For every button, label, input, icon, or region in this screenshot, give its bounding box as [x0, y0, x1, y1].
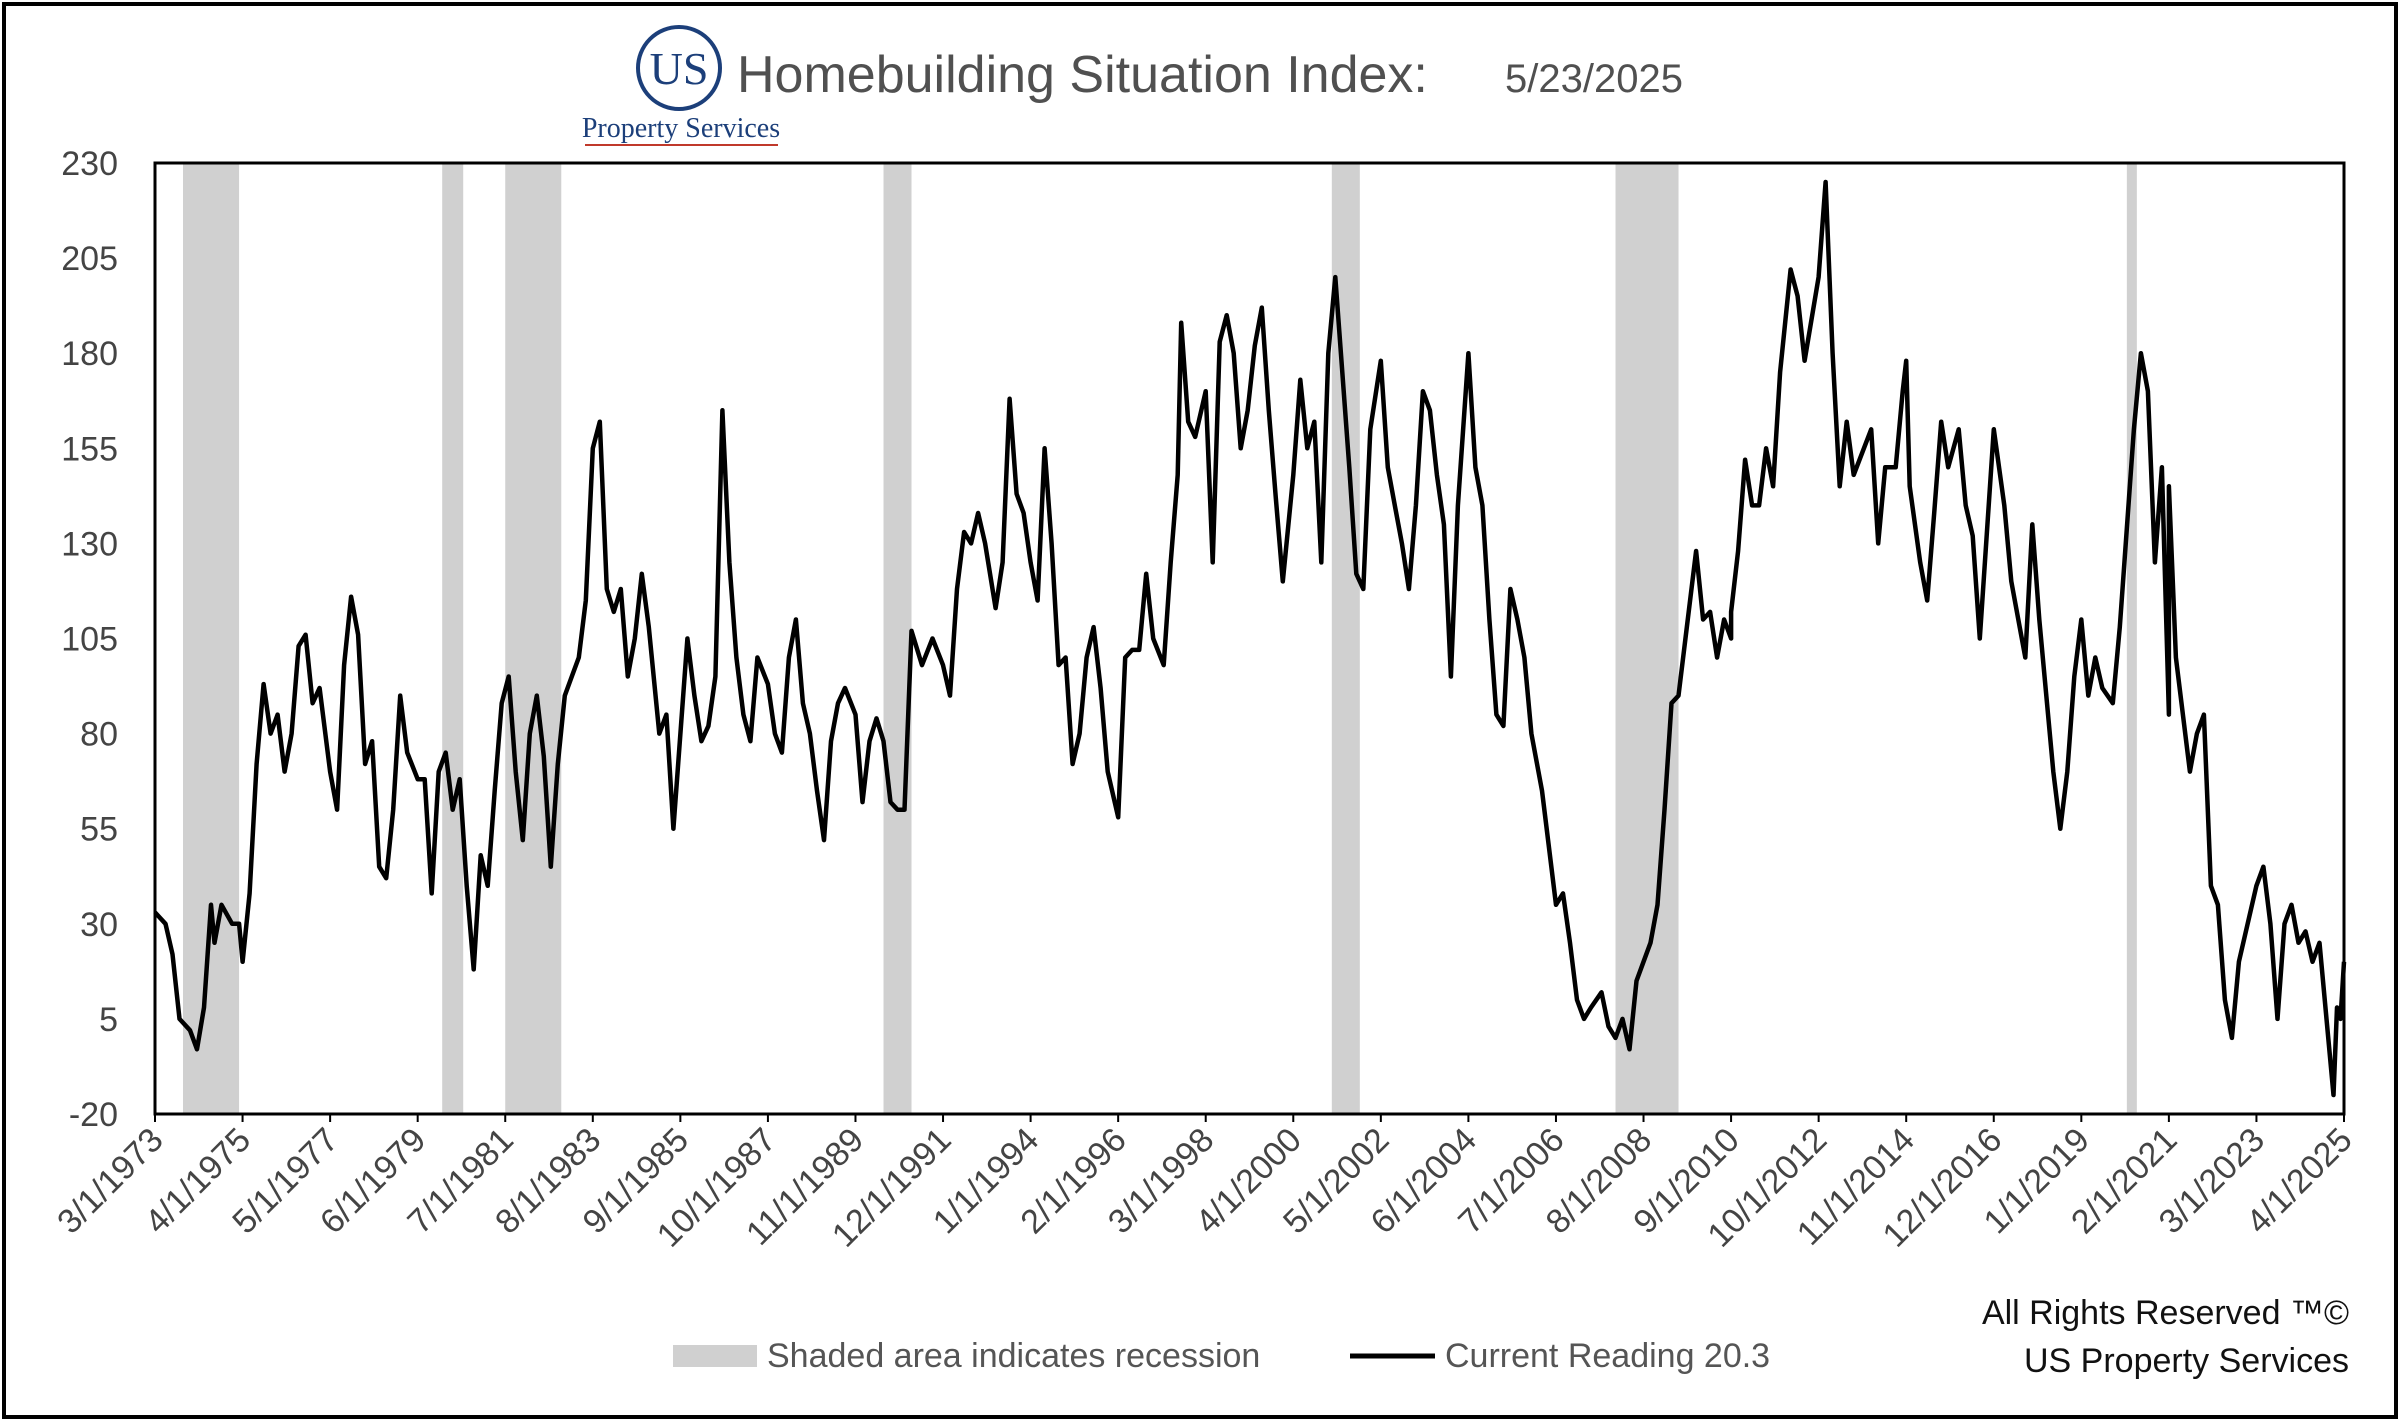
- logo: US Property Services: [582, 25, 780, 146]
- y-tick-label: 205: [61, 240, 118, 278]
- recession-band-7: [2126, 163, 2137, 1114]
- y-tick-label: -20: [69, 1096, 118, 1134]
- series-line-hsi: [153, 179, 2347, 1098]
- legend-line-label: Current Reading 20.3: [1445, 1337, 1770, 1375]
- logo-subtitle: Property Services: [582, 113, 780, 144]
- y-tick-label: 55: [80, 811, 118, 849]
- legend-recession-swatch: [673, 1345, 757, 1367]
- legend: Shaded area indicates recession Current …: [673, 1337, 1770, 1375]
- chart-date: 5/23/2025: [1505, 57, 1683, 101]
- recession-band-1: [183, 163, 240, 1114]
- copyright-line-2: US Property Services: [2024, 1342, 2349, 1380]
- copyright-line-1: All Rights Reserved ™©: [1982, 1294, 2349, 1332]
- logo-circle: [636, 25, 722, 111]
- y-tick-label: 180: [61, 335, 118, 373]
- recession-bands: [183, 163, 2137, 1114]
- recession-band-4: [883, 163, 912, 1114]
- recession-band-2: [442, 163, 464, 1114]
- legend-recession-label: Shaded area indicates recession: [767, 1337, 1260, 1375]
- y-tick-label: 80: [80, 716, 118, 754]
- y-tick-label: 130: [61, 525, 118, 563]
- y-tick-label: 230: [61, 145, 118, 183]
- y-tick-label: 5: [99, 1001, 118, 1039]
- y-tick-label: 30: [80, 906, 118, 944]
- recession-band-3: [505, 163, 562, 1114]
- plot-area-border: [153, 161, 2346, 1116]
- logo-letters: US: [650, 43, 709, 94]
- chart-title: Homebuilding Situation Index:: [737, 46, 1428, 104]
- y-axis: -20 5 30 55 80 105 130 155 180 205 230: [61, 145, 118, 1134]
- recession-band-6: [1615, 163, 1679, 1114]
- y-tick-label: 155: [61, 430, 118, 468]
- y-tick-label: 105: [61, 621, 118, 659]
